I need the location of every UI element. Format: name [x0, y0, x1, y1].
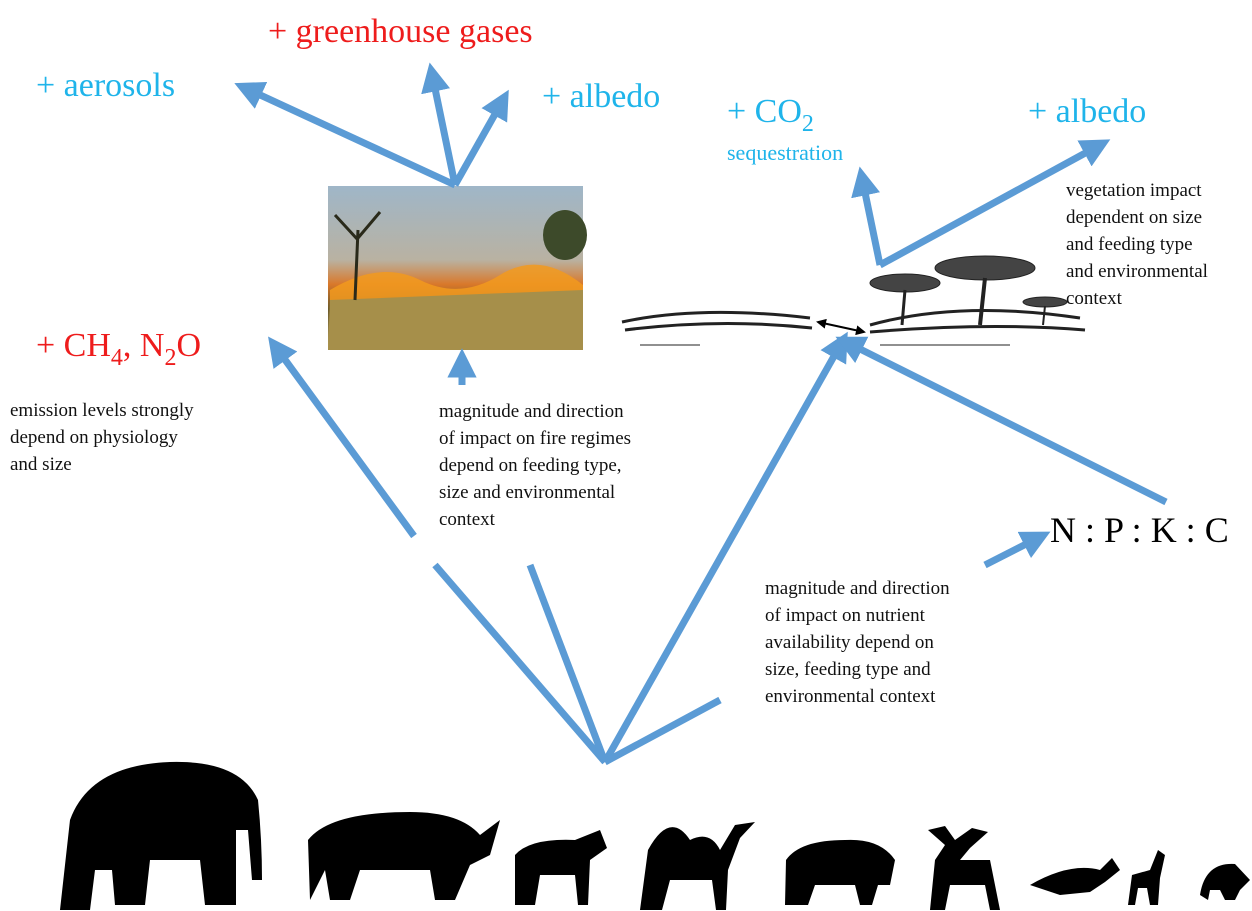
label-part: , N — [123, 327, 165, 364]
savanna-sketch — [622, 256, 1085, 345]
albedo-label: + albedo — [542, 78, 660, 115]
subscript: 2 — [164, 345, 176, 371]
note-line: size, feeding type and — [765, 659, 931, 680]
note-line: of impact on fire regimes — [439, 428, 631, 449]
albedo-label: + albedo — [1028, 93, 1146, 130]
label-part: + CH — [36, 327, 111, 364]
aerosols-label: + aerosols — [36, 67, 175, 104]
fire-photo — [328, 186, 587, 350]
note-line: environmental context — [765, 686, 936, 707]
nutrients-label: N : P : K : C — [1050, 510, 1229, 550]
note-line: size and environmental — [439, 482, 615, 503]
label-part: O — [176, 327, 201, 364]
subscript: 2 — [802, 111, 814, 137]
note-line: availability depend on — [765, 632, 934, 653]
arrows — [245, 74, 1166, 762]
note-line: magnitude and direction — [765, 578, 950, 599]
note-line: magnitude and direction — [439, 401, 624, 422]
note-line: of impact on nutrient — [765, 605, 926, 626]
sequestration-label: sequestration — [727, 140, 843, 165]
note-line: context — [1066, 288, 1123, 309]
note-line: depend on feeding type, — [439, 455, 622, 476]
greenhouse-label: + greenhouse gases — [268, 13, 533, 50]
notes: vegetation impact dependent on size and fe… — [10, 180, 1208, 707]
note-line: and environmental — [1066, 261, 1208, 282]
note-line: dependent on size — [1066, 207, 1202, 228]
label-part: + CO — [727, 93, 802, 130]
note-line: emission levels strongly — [10, 400, 194, 421]
animal-silhouettes — [60, 762, 1250, 910]
note-line: depend on physiology — [10, 427, 178, 448]
double-arrow — [818, 322, 864, 332]
note-line: and feeding type — [1066, 234, 1193, 255]
emissions-label: + CH4, N2O — [36, 327, 201, 371]
co2-label: + CO2 — [727, 93, 814, 137]
note-line: context — [439, 509, 496, 530]
subscript: 4 — [111, 345, 123, 371]
note-line: vegetation impact — [1066, 180, 1202, 201]
diagram: + greenhouse gases + aerosols + albedo +… — [0, 0, 1252, 911]
note-line: and size — [10, 454, 72, 475]
